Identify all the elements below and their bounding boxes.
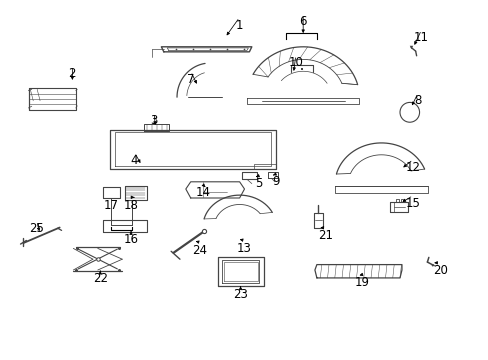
Text: 13: 13 [237,242,251,255]
Text: 1: 1 [235,19,243,32]
Text: 2: 2 [68,67,76,80]
Text: 19: 19 [354,276,368,289]
Text: 25: 25 [29,222,44,235]
Text: 24: 24 [192,244,206,257]
Text: 15: 15 [405,197,420,210]
Text: 22: 22 [93,273,107,285]
Text: 9: 9 [272,175,280,188]
Text: 10: 10 [288,57,303,69]
Text: 23: 23 [233,288,247,301]
Text: 18: 18 [123,199,138,212]
Text: 20: 20 [432,264,447,277]
Text: 6: 6 [299,15,306,28]
Text: 14: 14 [195,186,210,199]
Text: 8: 8 [413,94,421,107]
Text: 12: 12 [405,161,420,174]
Text: 11: 11 [413,31,428,44]
Text: 5: 5 [255,177,263,190]
Text: 21: 21 [317,229,332,242]
Text: 7: 7 [186,73,194,86]
Text: 16: 16 [123,233,138,246]
Text: 3: 3 [150,114,158,127]
Text: 4: 4 [130,154,138,167]
Text: 17: 17 [104,199,119,212]
